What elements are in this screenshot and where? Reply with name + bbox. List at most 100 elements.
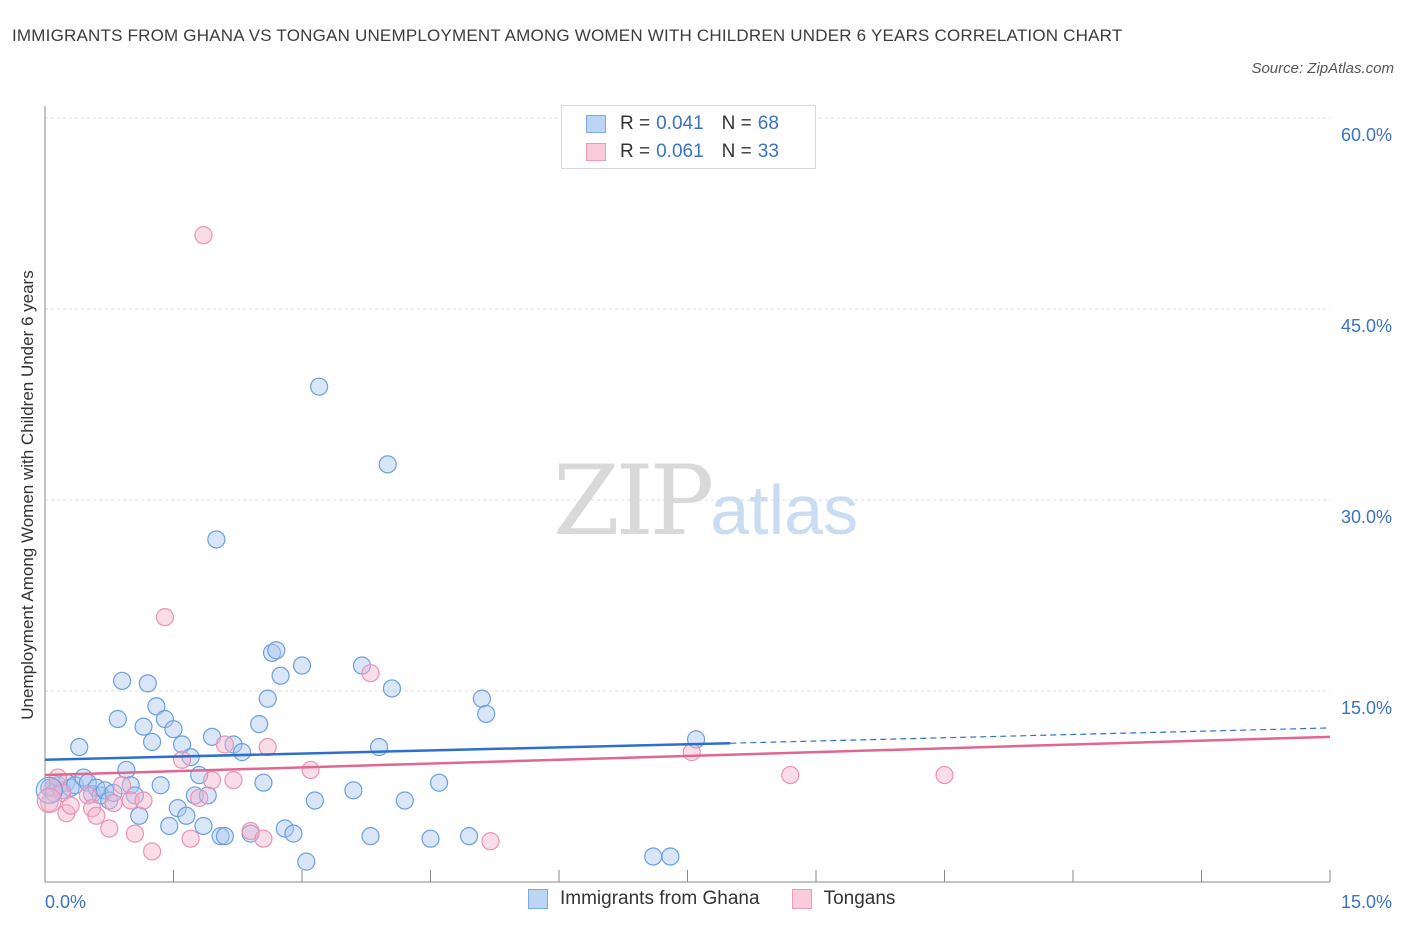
tongan-point bbox=[682, 743, 701, 762]
ghana-point bbox=[284, 824, 303, 843]
tongan-point bbox=[301, 760, 320, 780]
ghana-point bbox=[164, 720, 183, 739]
ghana-point bbox=[267, 641, 286, 660]
ghana-point bbox=[130, 806, 149, 825]
legend-label-tongans: Tongans bbox=[823, 888, 896, 909]
legend-swatch-tongans bbox=[791, 889, 812, 909]
legend-row-tongans: R = 0.061 N = 33 bbox=[586, 139, 779, 165]
tongan-point bbox=[481, 832, 500, 851]
ghana-point bbox=[292, 656, 312, 675]
ghana-point bbox=[258, 689, 277, 708]
ghana-point bbox=[215, 827, 234, 846]
ghana-point bbox=[472, 689, 491, 708]
tongan-point bbox=[121, 791, 140, 810]
ghana-point bbox=[70, 737, 89, 757]
ghana-point bbox=[297, 852, 316, 871]
y-tick-label: 60.0% bbox=[1341, 125, 1392, 145]
chart-title: IMMIGRANTS FROM GHANA VS TONGAN UNEMPLOY… bbox=[12, 26, 1123, 45]
ghana-point bbox=[112, 671, 132, 690]
tongan-point bbox=[254, 829, 273, 848]
legend-row-ghana: R = 0.041 N = 68 bbox=[586, 111, 779, 137]
tongan-point bbox=[194, 226, 213, 245]
legend-n-value: 68 bbox=[757, 113, 779, 134]
y-tick-label: 45.0% bbox=[1341, 316, 1392, 336]
ghana-point bbox=[134, 717, 153, 736]
tongan-point bbox=[61, 796, 80, 815]
ghana-point bbox=[211, 827, 230, 846]
tongan-point bbox=[125, 824, 145, 843]
tongan-point bbox=[935, 765, 954, 785]
tongan-point bbox=[361, 664, 380, 683]
tongan-point bbox=[134, 791, 153, 810]
ghana-point bbox=[361, 827, 380, 846]
tongan-point bbox=[215, 735, 234, 754]
tongan-point bbox=[202, 771, 222, 790]
ghana-point bbox=[344, 781, 363, 800]
tongan-point bbox=[100, 819, 119, 838]
tongan-point bbox=[181, 829, 200, 848]
ghana-point bbox=[232, 743, 252, 762]
tongan-point bbox=[224, 771, 243, 790]
tongan-point bbox=[258, 737, 277, 757]
tongan-point bbox=[104, 793, 123, 813]
legend-swatch-ghana bbox=[528, 889, 548, 909]
stats-legend: R = 0.041 N = 68 R = 0.061 N = 33 bbox=[561, 105, 816, 169]
tongan-point bbox=[142, 842, 162, 861]
legend-n-label: N = bbox=[721, 113, 752, 134]
ghana-point bbox=[151, 776, 170, 795]
legend-n-label: N = bbox=[721, 141, 752, 162]
ghana-point bbox=[117, 760, 136, 780]
tongan-point bbox=[155, 608, 175, 627]
y-axis-label: Unemployment Among Women with Children U… bbox=[18, 270, 37, 720]
ghana-point bbox=[194, 816, 213, 836]
legend-r-label: R = bbox=[620, 141, 651, 162]
x-tick-label: 15.0% bbox=[1341, 892, 1392, 912]
ghana-point bbox=[172, 735, 192, 754]
ghana-point bbox=[250, 715, 269, 734]
ghana-point bbox=[382, 679, 402, 698]
ghana-point bbox=[142, 732, 162, 752]
legend-label-ghana: Immigrants from Ghana bbox=[560, 888, 760, 909]
ghana-point bbox=[644, 847, 663, 866]
y-tick-label: 30.0% bbox=[1341, 507, 1392, 527]
ghana-trend-line bbox=[44, 741, 731, 762]
x-tick-label: 0.0% bbox=[45, 892, 86, 912]
ghana-point bbox=[305, 791, 324, 810]
ghana-point bbox=[395, 791, 414, 810]
legend-swatch-ghana bbox=[586, 115, 606, 133]
tongan-point bbox=[781, 765, 800, 785]
ghana-point bbox=[429, 773, 449, 792]
legend-r-value: 0.061 bbox=[656, 141, 704, 162]
source-label: Source: ZipAtlas.com bbox=[1251, 60, 1394, 77]
tongan-point bbox=[36, 787, 62, 814]
ghana-point bbox=[477, 704, 496, 724]
watermark-zip: ZIP bbox=[553, 445, 714, 557]
ghana-point bbox=[35, 776, 63, 804]
ghana-point bbox=[661, 847, 680, 866]
ghana-point bbox=[207, 530, 226, 549]
legend-swatch-tongans bbox=[586, 143, 606, 161]
legend-n-value: 33 bbox=[757, 141, 779, 162]
tongan-point bbox=[87, 806, 106, 825]
watermark-atlas: atlas bbox=[710, 471, 859, 549]
tongan-point bbox=[172, 750, 192, 769]
ghana-point bbox=[177, 806, 196, 825]
tongan-point bbox=[112, 776, 132, 795]
tongan-trend-line bbox=[44, 735, 1331, 777]
legend-r-value: 0.041 bbox=[656, 113, 704, 134]
legend-item-ghana[interactable]: Immigrants from Ghana bbox=[528, 888, 760, 910]
ghana-point bbox=[275, 819, 294, 838]
ghana-trend-extension bbox=[730, 727, 1331, 744]
ghana-point bbox=[108, 709, 127, 729]
legend-item-tongans[interactable]: Tongans bbox=[791, 888, 896, 910]
ghana-point bbox=[147, 697, 166, 716]
ghana-point bbox=[310, 377, 329, 396]
ghana-point bbox=[138, 674, 157, 693]
ghana-point bbox=[459, 827, 479, 846]
ghana-point bbox=[160, 816, 179, 836]
ghana-point bbox=[271, 666, 290, 685]
ghana-point bbox=[378, 455, 397, 474]
ghana-point bbox=[421, 829, 440, 848]
y-tick-label: 15.0% bbox=[1341, 698, 1392, 718]
